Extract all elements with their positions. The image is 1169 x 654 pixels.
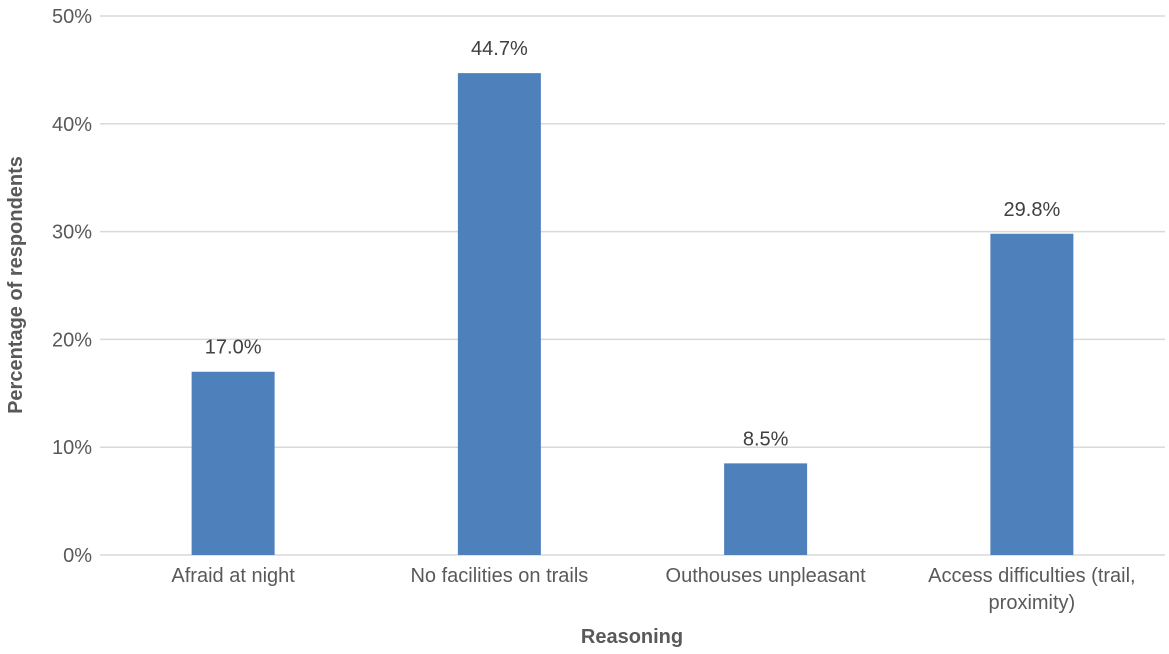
bar	[457, 73, 541, 555]
y-tick-label: 10%	[52, 437, 92, 459]
data-label: 29.8%	[1004, 199, 1061, 221]
y-axis-ticks: 0% 10% 20% 30% 40% 50%	[52, 6, 92, 567]
data-labels: 17.0% 44.7% 8.5% 29.8%	[205, 38, 1061, 450]
bar	[990, 233, 1074, 556]
data-label: 17.0%	[205, 337, 262, 359]
y-tick-label: 50%	[52, 6, 92, 28]
y-tick-label: 40%	[52, 114, 92, 136]
x-category-label: Afraid at night	[171, 565, 295, 587]
y-tick-label: 0%	[63, 545, 92, 567]
data-label: 44.7%	[471, 38, 528, 60]
data-label: 8.5%	[743, 428, 789, 450]
x-category-label: Outhouses unpleasant	[666, 565, 867, 587]
bar	[724, 463, 808, 555]
y-axis-title: Percentage of respondents	[5, 156, 27, 414]
x-category-label: Access difficulties (trail,	[928, 565, 1135, 587]
y-tick-label: 30%	[52, 222, 92, 244]
gridlines	[100, 15, 1165, 556]
x-axis-title: Reasoning	[581, 626, 683, 648]
x-category-label: No facilities on trails	[410, 565, 588, 587]
bar	[191, 371, 275, 555]
x-axis-categories: Afraid at night No facilities on trails Ou…	[171, 565, 1135, 614]
bars	[191, 73, 1074, 556]
x-category-label: proximity)	[989, 592, 1076, 614]
y-tick-label: 20%	[52, 329, 92, 351]
